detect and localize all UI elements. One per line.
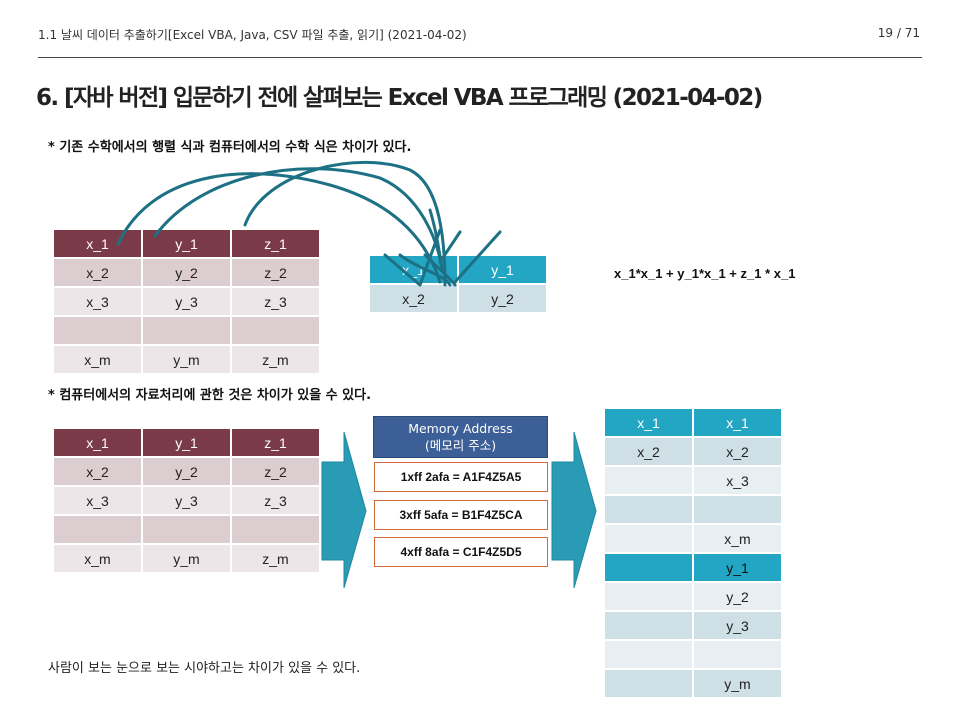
table-cell	[603, 523, 694, 554]
annotation-stroke	[398, 253, 452, 287]
memory-layout-table: x_1 x_1 x_2 x_2 x_3 x_m y_1 y_2 y_3 y_m	[603, 407, 783, 699]
table-cell	[141, 514, 232, 545]
annotation-stroke	[383, 228, 442, 287]
table-cell	[692, 494, 783, 525]
table-cell: y_3	[141, 485, 232, 516]
section2-note: * 컴퓨터에서의 자료처리에 관한 것은 차이가 있을 수 있다.	[48, 388, 372, 403]
table-cell: y_2	[141, 257, 232, 288]
memory-title-line1: Memory Address	[408, 421, 513, 436]
header-divider	[38, 57, 922, 58]
table-cell: z_1	[230, 228, 321, 259]
flow-arrow-right	[321, 431, 367, 589]
table-cell	[603, 610, 694, 641]
table-cell: x_2	[692, 436, 783, 467]
section1-note: * 기존 수학에서의 행렬 식과 컴퓨터에서의 수학 식은 차이가 있다.	[48, 140, 412, 155]
table-cell: x_1	[52, 427, 143, 458]
table-cell	[52, 315, 143, 346]
table-cell: y_2	[457, 283, 548, 314]
table-cell	[692, 639, 783, 670]
table-cell: z_2	[230, 257, 321, 288]
table-cell: z_3	[230, 485, 321, 516]
table-cell	[603, 465, 694, 496]
table-cell	[603, 552, 694, 583]
table-cell: z_2	[230, 456, 321, 487]
table-cell: y_m	[141, 543, 232, 574]
table-cell	[230, 514, 321, 545]
memory-address-header: Memory Address (메모리 주소)	[373, 416, 548, 458]
table-cell: x_1	[692, 407, 783, 438]
table-cell: y_1	[457, 254, 548, 285]
matrix-formula: x_1*x_1 + y_1*x_1 + z_1 * x_1	[614, 266, 796, 281]
table-cell	[230, 315, 321, 346]
memory-entry: 4xff 8afa = C1F4Z5D5	[374, 537, 548, 567]
table-cell: x_m	[52, 543, 143, 574]
table-cell: y_1	[692, 552, 783, 583]
matrix-table-1: x_1 y_1 z_1 x_2 y_2 z_2 x_3 y_3 z_3 x_m …	[52, 228, 321, 375]
table-cell: y_m	[692, 668, 783, 699]
bottom-caption: 사람이 보는 눈으로 보는 시야하고는 차이가 있을 수 있다.	[48, 661, 361, 676]
table-cell: y_2	[141, 456, 232, 487]
page-indicator: 19 / 71	[877, 26, 920, 40]
memory-entry: 1xff 2afa = A1F4Z5A5	[374, 462, 548, 492]
table-cell: x_1	[603, 407, 694, 438]
flow-arrow-right	[551, 431, 597, 589]
annotation-stroke	[428, 208, 444, 272]
annotation-stroke	[453, 230, 502, 284]
memory-title-line2: (메모리 주소)	[424, 438, 497, 453]
table-cell: x_3	[52, 286, 143, 317]
table-cell: y_2	[692, 581, 783, 612]
table-cell: y_1	[141, 427, 232, 458]
page-title: 6. [자바 버전] 입문하기 전에 살펴보는 Excel VBA 프로그래밍 …	[36, 85, 763, 111]
document-header-title: 1.1 날씨 데이터 추출하기[Excel VBA, Java, CSV 파일 …	[38, 28, 467, 42]
table-cell: x_m	[692, 523, 783, 554]
table-cell: x_3	[692, 465, 783, 496]
table-cell	[52, 514, 143, 545]
table-cell	[603, 581, 694, 612]
table-cell: x_2	[52, 257, 143, 288]
table-cell: z_1	[230, 427, 321, 458]
matrix-table-3: x_1 y_1 z_1 x_2 y_2 z_2 x_3 y_3 z_3 x_m …	[52, 427, 321, 574]
table-cell: x_2	[368, 283, 459, 314]
annotation-stroke	[116, 172, 442, 284]
table-cell: x_m	[52, 344, 143, 375]
annotation-stroke	[243, 160, 447, 287]
table-cell: x_3	[52, 485, 143, 516]
table-cell	[603, 639, 694, 670]
annotation-stroke	[153, 167, 444, 272]
table-cell: x_2	[52, 456, 143, 487]
table-cell: y_3	[141, 286, 232, 317]
table-cell	[603, 494, 694, 525]
annotation-stroke	[438, 230, 462, 264]
table-cell: y_m	[141, 344, 232, 375]
table-cell: z_m	[230, 344, 321, 375]
annotation-stroke	[423, 253, 457, 287]
table-cell: y_3	[692, 610, 783, 641]
table-cell: z_3	[230, 286, 321, 317]
table-cell	[141, 315, 232, 346]
table-cell	[603, 668, 694, 699]
table-cell: x_2	[603, 436, 694, 467]
table-cell: x_1	[52, 228, 143, 259]
table-cell: z_m	[230, 543, 321, 574]
memory-entry: 3xff 5afa = B1F4Z5CA	[374, 500, 548, 530]
